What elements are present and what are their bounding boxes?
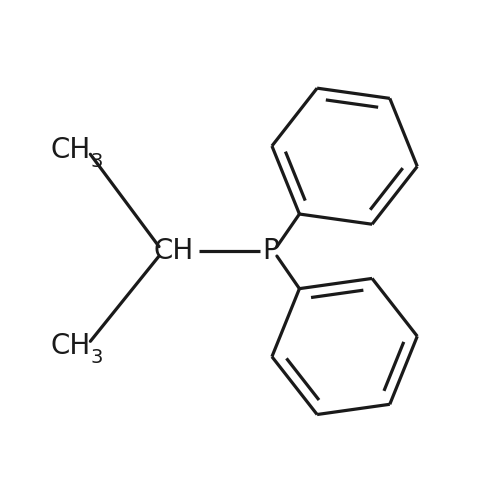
Text: P: P: [262, 237, 279, 265]
Text: CH: CH: [50, 332, 91, 360]
Text: 3: 3: [91, 152, 103, 171]
Text: CH: CH: [153, 237, 194, 265]
Text: 3: 3: [91, 348, 103, 367]
Text: CH: CH: [50, 136, 91, 163]
